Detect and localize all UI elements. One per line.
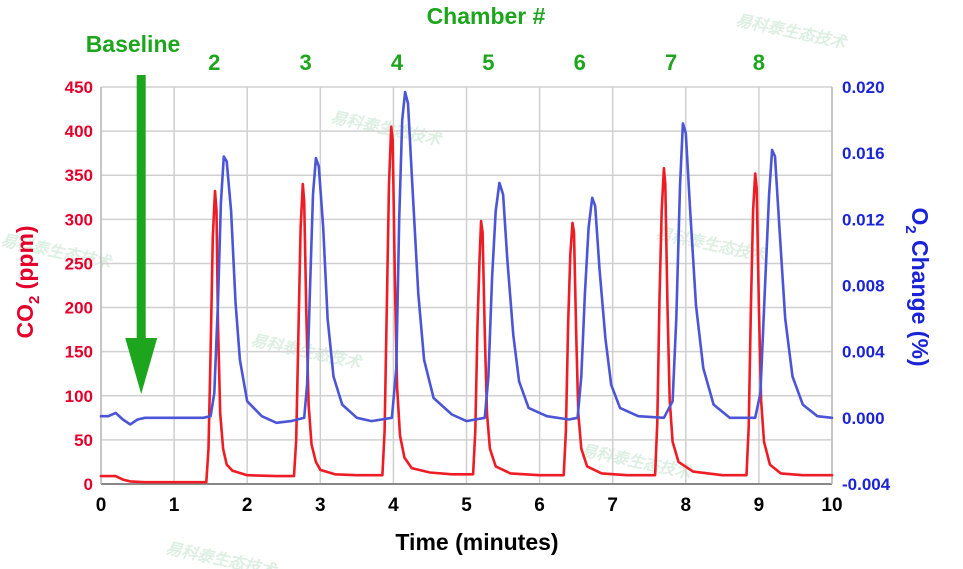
chamber-label: 6 [574,50,586,75]
co2-series-line [99,125,834,484]
svg-text:易科泰生态技术: 易科泰生态技术 [164,538,279,569]
chamber-label: 8 [753,50,765,75]
x-tick-label: 3 [315,495,326,516]
left-tick-label: 150 [65,343,93,362]
x-tick-label: 5 [461,495,472,516]
x-tick-label: 4 [388,495,399,516]
chamber-label: 4 [391,50,404,75]
o2-series-line [99,90,834,426]
left-tick-label: 50 [74,431,93,450]
x-axis-ticks: 0 1 2 3 4 5 6 7 8 9 10 [96,495,843,516]
x-tick-label: 9 [754,495,765,516]
right-tick-label: 0.004 [842,343,885,362]
chamber-label: 5 [482,50,494,75]
left-tick-label: 300 [65,210,93,229]
y-axis-label-right: O2 Change (%) [902,207,933,366]
right-tick-label: 0.016 [842,144,885,163]
x-tick-label: 10 [821,495,842,516]
x-axis-label: Time (minutes) [395,529,558,555]
left-tick-label: 450 [65,78,93,97]
chamber-labels: 2 3 4 5 6 7 8 [208,50,765,75]
x-tick-label: 2 [242,495,253,516]
x-tick-label: 1 [169,495,180,516]
watermark-layer: 易科泰生态技术 易科泰生态技术 易科泰生态技术 易科泰生态技术 易科泰生态技术 … [0,10,850,569]
chamber-label: 2 [208,50,220,75]
baseline-label: Baseline [86,31,181,57]
left-tick-label: 400 [65,122,93,141]
right-tick-label: 0.012 [842,210,885,229]
left-axis-ticks: 0 50 100 150 200 250 300 350 400 450 [65,78,93,494]
x-tick-label: 7 [607,495,618,516]
left-tick-label: 200 [65,299,93,318]
x-tick-label: 0 [96,495,107,516]
right-tick-label: 0.008 [842,277,885,296]
svg-text:易科泰生态技术: 易科泰生态技术 [734,10,849,52]
baseline-annotation: Baseline [86,31,181,394]
left-tick-label: 100 [65,387,93,406]
chamber-label: 7 [665,50,677,75]
x-tick-label: 8 [681,495,692,516]
right-tick-label: 0.020 [842,78,885,97]
chart-title: Chamber # [427,3,546,29]
left-tick-label: 0 [84,475,93,494]
svg-text:易科泰生态技术: 易科泰生态技术 [329,107,444,149]
right-tick-label: -0.004 [842,475,891,494]
chamber-label: 3 [300,50,312,75]
y-axis-label-left: CO2 (ppm) [12,225,43,338]
right-axis-ticks: -0.004 0.000 0.004 0.008 0.012 0.016 0.020 [842,78,891,494]
right-tick-label: 0.000 [842,409,885,428]
baseline-arrow-head [125,338,158,394]
series-layer [99,90,834,484]
left-tick-label: 250 [65,254,93,273]
left-tick-label: 350 [65,166,93,185]
x-tick-label: 6 [534,495,545,516]
